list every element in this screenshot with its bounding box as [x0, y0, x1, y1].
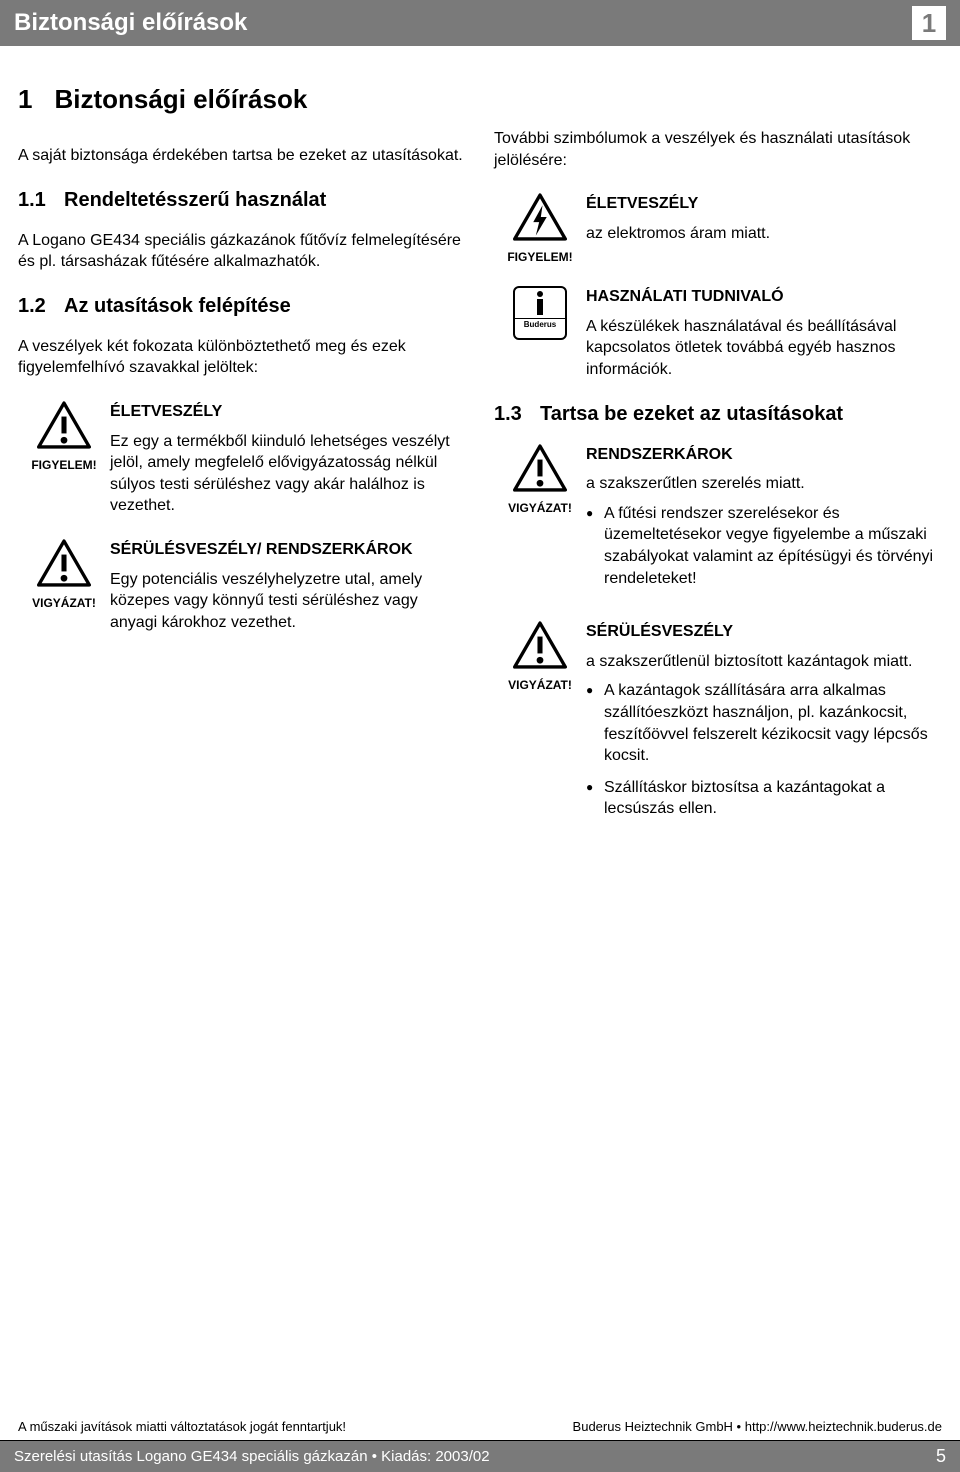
caution-text: Egy potenciális veszélyhelyzetre utal, a… — [110, 569, 466, 634]
right-column: További szimbólumok a veszélyek és haszn… — [494, 66, 942, 852]
serules-icon-cell: VIGYÁZAT! — [494, 621, 586, 692]
electric-caption: FIGYELEM! — [494, 250, 586, 264]
warning-body: ÉLETVESZÉLY Ez egy a termékből kiinduló … — [110, 401, 466, 517]
page-content: 1 Biztonsági előírások A saját biztonsága… — [0, 46, 960, 852]
heading-1: 1 Biztonsági előírások — [18, 84, 466, 115]
heading-1-2-num: 1.2 — [18, 295, 64, 318]
serules-caption: VIGYÁZAT! — [494, 678, 586, 692]
electric-title: ÉLETVESZÉLY — [586, 193, 942, 215]
heading-1-1: 1.1 Rendeltetésszerű használat — [18, 189, 466, 212]
rendszer-triangle-icon — [513, 444, 567, 492]
warning-triangle-icon — [37, 401, 91, 449]
heading-1-1-num: 1.1 — [18, 189, 64, 212]
warning-title: ÉLETVESZÉLY — [110, 401, 466, 423]
heading-1-text: Biztonsági előírások — [54, 84, 307, 114]
page-number: 5 — [936, 1446, 946, 1467]
info-icon: Buderus — [513, 286, 567, 340]
left-column: 1 Biztonsági előírások A saját biztonsága… — [18, 66, 466, 852]
info-body: HASZNÁLATI TUDNIVALÓ A készülékek haszná… — [586, 286, 942, 380]
warning-text: Ez egy a termékből kiinduló lehetséges v… — [110, 431, 466, 517]
heading-1-3-num: 1.3 — [494, 403, 540, 426]
page-footer: A műszaki javítások miatti változtatások… — [0, 1419, 960, 1472]
heading-1-2-text: Az utasítások felépítése — [64, 295, 291, 318]
serules-bullet-1: A kazántagok szállítására arra alkalmas … — [586, 680, 942, 766]
caution-title: SÉRÜLÉSVESZÉLY/ RENDSZERKÁROK — [110, 539, 466, 561]
rendszer-title: RENDSZERKÁROK — [586, 444, 942, 466]
chapter-title: Biztonsági előírások — [14, 9, 247, 37]
rendszer-caption: VIGYÁZAT! — [494, 501, 586, 515]
footer-right-note: Buderus Heiztechnik GmbH • http://www.he… — [573, 1419, 942, 1434]
electric-text: az elektromos áram miatt. — [586, 223, 942, 245]
serules-bullets: A kazántagok szállítására arra alkalmas … — [586, 680, 942, 820]
rendszer-icon-cell: VIGYÁZAT! — [494, 444, 586, 515]
info-icon-cell: Buderus — [494, 286, 586, 340]
info-text: A készülékek használatával és beállításá… — [586, 316, 942, 381]
rendszer-text: a szakszerűtlen szerelés miatt. — [586, 473, 942, 495]
caution-triangle-icon — [37, 539, 91, 587]
electric-body: ÉLETVESZÉLY az elektromos áram miatt. — [586, 193, 942, 244]
caution-icon-cell: VIGYÁZAT! — [18, 539, 110, 610]
electric-icon-cell: FIGYELEM! — [494, 193, 586, 264]
intro-para-right: További szimbólumok a veszélyek és haszn… — [494, 128, 942, 171]
heading-1-number: 1 — [18, 84, 32, 114]
chapter-number-box: 1 — [912, 6, 946, 40]
info-brand-label: Buderus — [515, 318, 565, 329]
serules-text: a szakszerűtlenül biztosított kazántagok… — [586, 651, 942, 673]
caution-block-rendszerkarok: VIGYÁZAT! RENDSZERKÁROK a szakszerűtlen … — [494, 444, 942, 600]
caution-caption: VIGYÁZAT! — [18, 596, 110, 610]
info-block: Buderus HASZNÁLATI TUDNIVALÓ A készüléke… — [494, 286, 942, 380]
caution-block-serules: VIGYÁZAT! SÉRÜLÉSVESZÉLY/ RENDSZERKÁROK … — [18, 539, 466, 633]
warning-caption: FIGYELEM! — [18, 458, 110, 472]
serules-body: SÉRÜLÉSVESZÉLY a szakszerűtlenül biztosí… — [586, 621, 942, 830]
footer-notes-row: A műszaki javítások miatti változtatások… — [0, 1419, 960, 1441]
heading-1-3: 1.3 Tartsa be ezeket az utasításokat — [494, 403, 942, 426]
chapter-header-bar: Biztonsági előírások 1 — [0, 0, 960, 46]
rendszer-body: RENDSZERKÁROK a szakszerűtlen szerelés m… — [586, 444, 942, 600]
warning-block-electric: FIGYELEM! ÉLETVESZÉLY az elektromos áram… — [494, 193, 942, 264]
warning-block-eletveszely: FIGYELEM! ÉLETVESZÉLY Ez egy a termékből… — [18, 401, 466, 517]
s12-body: A veszélyek két fokozata különböztethető… — [18, 336, 466, 379]
s11-body: A Logano GE434 speciális gázkazánok fűtő… — [18, 230, 466, 273]
serules-triangle-icon — [513, 621, 567, 669]
electric-triangle-icon — [513, 193, 567, 241]
heading-1-1-text: Rendeltetésszerű használat — [64, 189, 326, 212]
footer-bar-text: Szerelési utasítás Logano GE434 speciáli… — [14, 1448, 490, 1465]
caution-block-serulesveszely: VIGYÁZAT! SÉRÜLÉSVESZÉLY a szakszerűtlen… — [494, 621, 942, 830]
footer-left-note: A műszaki javítások miatti változtatások… — [18, 1419, 346, 1434]
intro-para-left: A saját biztonsága érdekében tartsa be e… — [18, 145, 466, 167]
heading-1-2: 1.2 Az utasítások felépítése — [18, 295, 466, 318]
heading-1-3-text: Tartsa be ezeket az utasításokat — [540, 403, 843, 426]
rendszer-bullet-1: A fűtési rendszer szerelésekor és üzemel… — [586, 503, 942, 589]
warning-icon-cell: FIGYELEM! — [18, 401, 110, 472]
info-title: HASZNÁLATI TUDNIVALÓ — [586, 286, 942, 308]
caution-body: SÉRÜLÉSVESZÉLY/ RENDSZERKÁROK Egy potenc… — [110, 539, 466, 633]
serules-bullet-2: Szállításkor biztosítsa a kazántagokat a… — [586, 777, 942, 820]
footer-bar: Szerelési utasítás Logano GE434 speciáli… — [0, 1441, 960, 1472]
rendszer-bullets: A fűtési rendszer szerelésekor és üzemel… — [586, 503, 942, 589]
serules-title: SÉRÜLÉSVESZÉLY — [586, 621, 942, 643]
